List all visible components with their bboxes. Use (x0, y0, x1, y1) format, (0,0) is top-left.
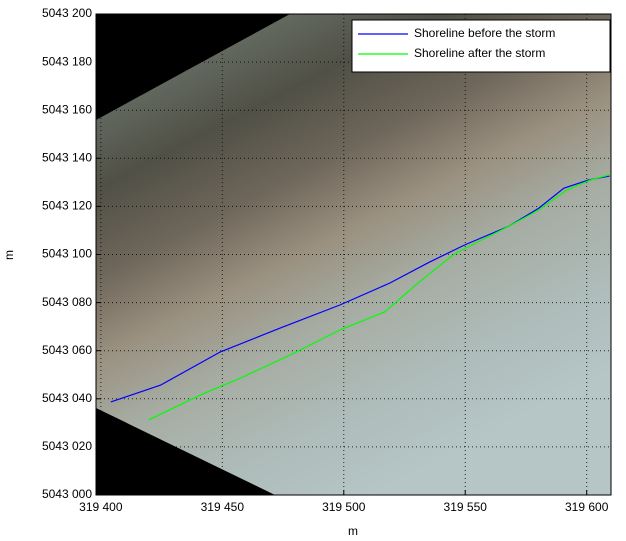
y-tick-label: 5043 020 (42, 439, 92, 453)
legend-label: Shoreline after the storm (414, 46, 545, 60)
y-tick-label: 5043 040 (42, 391, 92, 405)
x-tick-label: 319 400 (79, 500, 123, 514)
y-tick-label: 5043 140 (42, 150, 92, 164)
chart: m m 319 400 319 450 319 500 319 550 319 600 5… (0, 0, 626, 541)
y-axis-label: m (2, 250, 16, 260)
y-tick-label: 5043 080 (42, 295, 92, 309)
legend: Shoreline before the storm Shoreline afte… (352, 20, 610, 72)
y-tick-label: 5043 160 (42, 102, 92, 116)
y-tick-label: 5043 000 (42, 487, 92, 501)
y-tick-label: 5043 180 (42, 54, 92, 68)
y-tick-label: 5043 120 (42, 199, 92, 213)
y-tick-label: 5043 100 (42, 247, 92, 261)
y-tick-label: 5043 200 (42, 6, 92, 20)
background-image (96, 14, 611, 495)
x-axis-label: m (348, 524, 358, 538)
x-tick-label: 319 450 (201, 500, 245, 514)
x-tick-label: 319 500 (322, 500, 366, 514)
legend-label: Shoreline before the storm (414, 26, 555, 40)
x-tick-label: 319 550 (444, 500, 488, 514)
y-tick-label: 5043 060 (42, 343, 92, 357)
x-tick-label: 319 600 (565, 500, 609, 514)
